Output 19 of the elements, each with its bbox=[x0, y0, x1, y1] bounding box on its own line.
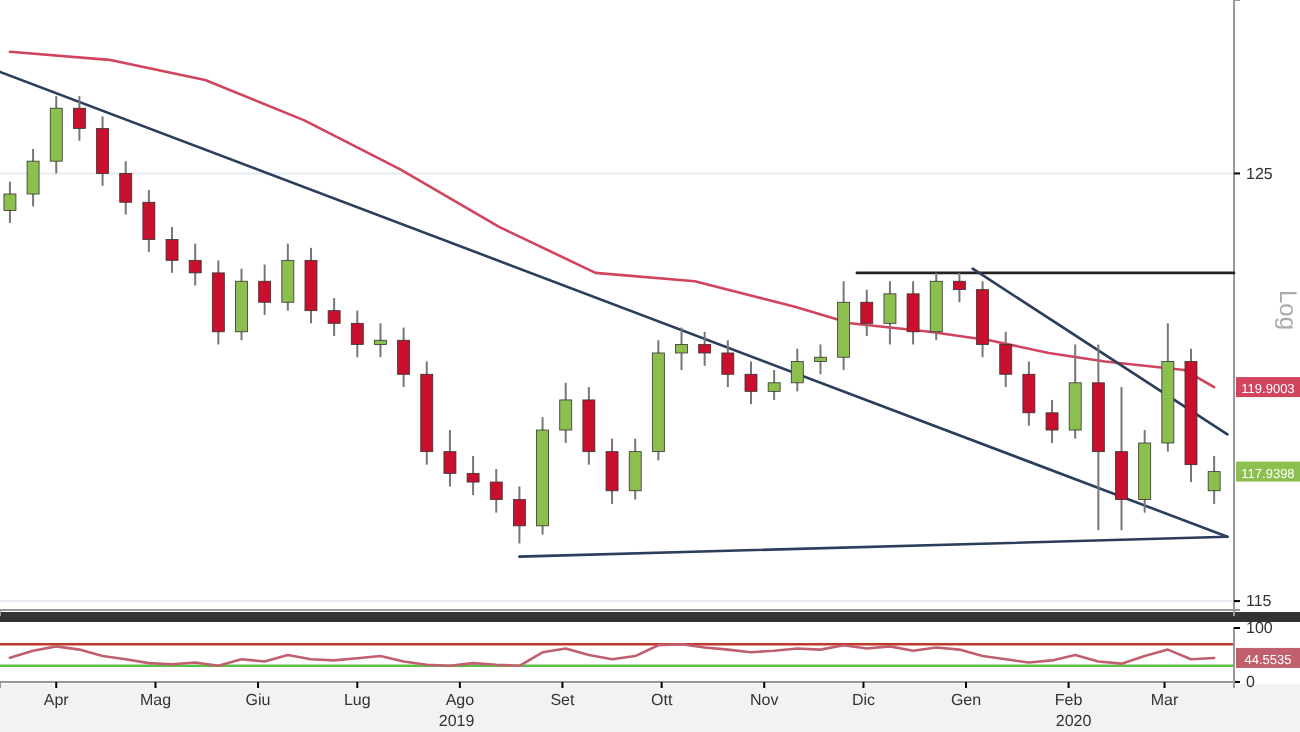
text: Log bbox=[1274, 289, 1300, 331]
y-tick-label: 0 bbox=[1246, 673, 1256, 692]
x-tick-label: Lug bbox=[343, 691, 371, 710]
x-tick-label: Mar bbox=[1150, 691, 1179, 710]
y-tick-label: 125 bbox=[1246, 164, 1274, 183]
x-tick-label: Mag bbox=[139, 691, 172, 710]
x-tick-label: Ott bbox=[650, 691, 674, 710]
x-tick-label: Feb bbox=[1054, 691, 1084, 710]
x-tick-label: Apr bbox=[43, 691, 70, 710]
x-tick-label: Nov bbox=[749, 691, 779, 710]
x-tick-label: Ago bbox=[445, 691, 476, 710]
x-tick-label: Dic bbox=[851, 691, 876, 710]
y-tick-label: 115 bbox=[1246, 592, 1273, 611]
y-tick-label: 100 bbox=[1246, 619, 1274, 638]
text: 2019 bbox=[438, 712, 476, 730]
x-tick-label: Gen bbox=[950, 691, 982, 710]
text: 2020 bbox=[1055, 712, 1093, 730]
x-tick-label: Set bbox=[550, 691, 576, 710]
x-tick-label: Giu bbox=[245, 691, 271, 710]
